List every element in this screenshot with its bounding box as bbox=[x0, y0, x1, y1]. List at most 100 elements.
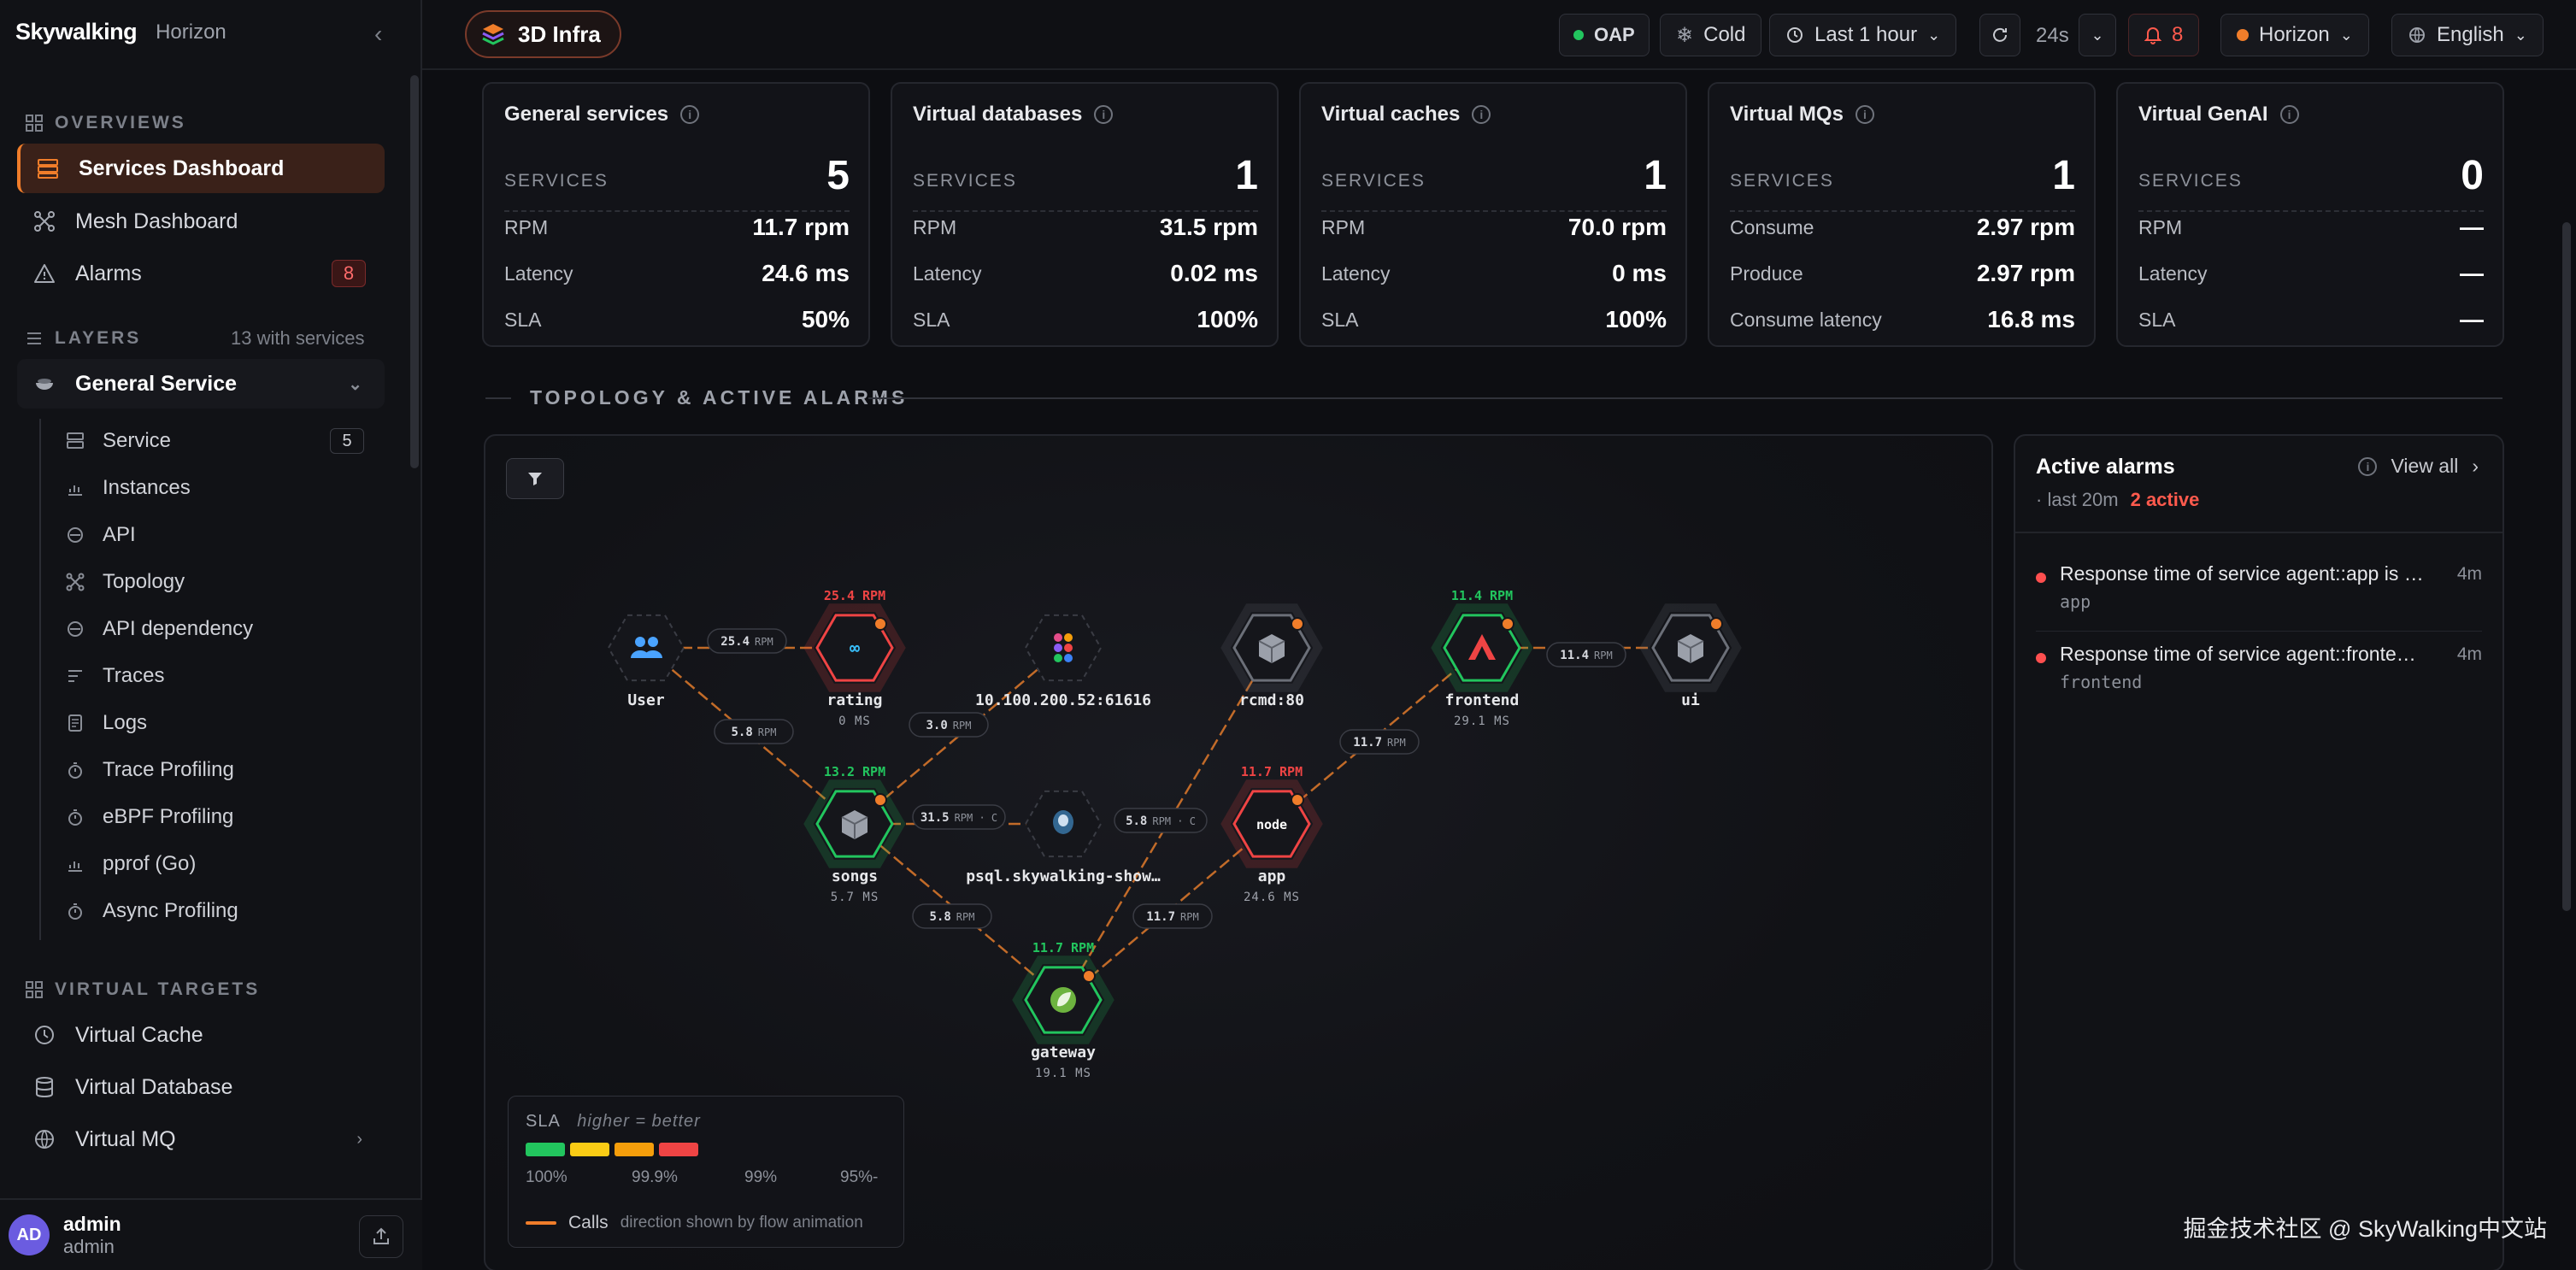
edge-label[interactable]: 11.7 RPM bbox=[1132, 903, 1213, 929]
call-edge[interactable] bbox=[854, 647, 1064, 825]
nav-virtual-database[interactable]: Virtual Database bbox=[17, 1062, 385, 1112]
logs-icon bbox=[65, 713, 85, 733]
node-rpm: 25.4 RPM bbox=[824, 588, 885, 603]
topology-node[interactable]: rcmd:80 bbox=[1220, 603, 1323, 709]
legend-title: SLA higher = better bbox=[526, 1112, 701, 1132]
node-name: songs bbox=[832, 867, 878, 885]
nav-label: Virtual Database bbox=[75, 1074, 233, 1099]
share-button[interactable] bbox=[359, 1215, 403, 1258]
subnav-traces[interactable]: Traces bbox=[39, 654, 378, 698]
edge-label[interactable]: 5.8 RPM bbox=[714, 719, 794, 744]
topology-node[interactable]: psql.skywalking-show… bbox=[966, 790, 1161, 885]
services-label: SERVICES bbox=[1321, 171, 1426, 191]
time-range-select[interactable]: Last 1 hour ⌄ bbox=[1769, 14, 1957, 56]
info-icon[interactable]: i bbox=[1094, 105, 1114, 124]
alarm-bell-button[interactable]: 8 bbox=[2128, 14, 2200, 56]
topology-node[interactable]: songs 5.7 MS 13.2 RPM bbox=[803, 764, 906, 904]
edge-label[interactable]: 5.8 RPM bbox=[912, 903, 992, 929]
subnav-async-profiling[interactable]: Async Profiling bbox=[39, 889, 378, 933]
subnav-service[interactable]: Service 5 bbox=[39, 419, 378, 463]
topology-node[interactable]: User bbox=[607, 614, 685, 709]
view-all-link[interactable]: i View all › bbox=[2358, 455, 2479, 478]
edge-pill bbox=[714, 719, 794, 744]
cube-icon bbox=[841, 810, 868, 839]
topology-panel[interactable]: User ∞ rating 0 MS 25.4 RPM 10.100.200.52:616… bbox=[484, 434, 1993, 1270]
summary-card[interactable]: Virtual databases i SERVICES 1 RPM 31.5 rp… bbox=[891, 82, 1279, 347]
edge-label[interactable]: 3.0 RPM bbox=[909, 712, 989, 738]
alarm-item[interactable]: Response time of service agent::app is …… bbox=[2036, 562, 2482, 631]
alarm-marker-icon bbox=[1082, 969, 1096, 983]
edge-label[interactable]: 11.4 RPM bbox=[1546, 642, 1626, 667]
node-latency: 29.1 MS bbox=[1454, 714, 1510, 728]
nav-general-service[interactable]: General Service ⌄ bbox=[17, 359, 385, 409]
subnav-trace-profiling[interactable]: Trace Profiling bbox=[39, 748, 378, 792]
alarm-item[interactable]: Response time of service agent::fronte… … bbox=[2036, 643, 2482, 711]
nav-virtual-cache[interactable]: Virtual Cache bbox=[17, 1010, 385, 1060]
dashboard-icon bbox=[36, 156, 60, 180]
info-icon[interactable]: i bbox=[2358, 456, 2378, 476]
cube-icon bbox=[1258, 634, 1285, 663]
topology-node[interactable]: frontend 29.1 MS 11.4 RPM bbox=[1431, 588, 1533, 728]
subnav-api[interactable]: API bbox=[39, 513, 378, 557]
topology-node[interactable]: gateway 19.1 MS 11.7 RPM bbox=[1012, 940, 1115, 1080]
metric-value: — bbox=[2460, 214, 2484, 240]
cold-toggle[interactable]: ❄ Cold bbox=[1660, 14, 1762, 56]
edge-label[interactable]: 5.8 RPM · C bbox=[1114, 808, 1208, 833]
call-edge[interactable] bbox=[1062, 823, 1273, 1001]
language-select[interactable]: English ⌄ bbox=[2391, 14, 2544, 56]
edge-label[interactable]: 11.7 RPM bbox=[1339, 729, 1420, 755]
nav-alarms[interactable]: Alarms 8 bbox=[17, 249, 385, 298]
avatar[interactable]: AD bbox=[9, 1214, 50, 1255]
subnav-logs[interactable]: Logs bbox=[39, 701, 378, 745]
topology-node[interactable]: node app 24.6 MS 11.7 RPM bbox=[1220, 764, 1323, 904]
topology-node[interactable]: ui bbox=[1639, 603, 1742, 709]
subnav-label: Traces bbox=[103, 664, 165, 687]
call-edge[interactable] bbox=[854, 823, 1064, 1001]
nav-virtual-mq[interactable]: Virtual MQ › bbox=[17, 1114, 385, 1164]
subnav-topology[interactable]: Topology bbox=[39, 560, 378, 604]
brand[interactable]: Skywalking Horizon bbox=[15, 19, 226, 45]
refresh-interval-dropdown[interactable]: ⌄ bbox=[2079, 14, 2116, 56]
subnav-api-dependency[interactable]: API dependency bbox=[39, 607, 378, 651]
info-icon[interactable]: i bbox=[1472, 105, 1491, 124]
theme-select[interactable]: Horizon ⌄ bbox=[2220, 14, 2369, 56]
subnav-instances[interactable]: Instances bbox=[39, 466, 378, 510]
metric-label: SLA bbox=[1321, 308, 1359, 331]
summary-card[interactable]: General services i SERVICES 5 RPM 11.7 rpm… bbox=[482, 82, 870, 347]
alarms-count-badge: 8 bbox=[332, 260, 366, 287]
filter-button[interactable] bbox=[506, 458, 564, 499]
summary-card[interactable]: Virtual MQs i SERVICES 1 Consume 2.97 rpm P… bbox=[1708, 82, 2096, 347]
subnav-ebpf-profiling[interactable]: eBPF Profiling bbox=[39, 795, 378, 839]
info-icon[interactable]: i bbox=[2279, 105, 2299, 124]
sidebar-scrollbar[interactable] bbox=[410, 75, 419, 468]
edge-label[interactable]: 31.5 RPM · C bbox=[912, 804, 1006, 830]
topology-node[interactable]: ∞ rating 0 MS 25.4 RPM bbox=[803, 588, 906, 728]
legend-tick: 100% bbox=[526, 1168, 568, 1186]
nav-label: Virtual Cache bbox=[75, 1022, 203, 1047]
metric-row: RPM 31.5 rpm bbox=[913, 214, 1258, 241]
metric-row: RPM — bbox=[2138, 214, 2484, 241]
summary-card[interactable]: Virtual GenAI i SERVICES 0 RPM — Latency — SL… bbox=[2116, 82, 2504, 347]
edge-label[interactable]: 25.4 RPM bbox=[707, 628, 787, 654]
info-icon[interactable]: i bbox=[680, 105, 700, 124]
chevron-down-icon: ⌄ bbox=[2339, 26, 2353, 44]
nav-label: Services Dashboard bbox=[79, 156, 285, 180]
node-name: rcmd:80 bbox=[1239, 691, 1304, 709]
subnav-pprof[interactable]: pprof (Go) bbox=[39, 842, 378, 886]
main-scrollbar[interactable] bbox=[2562, 222, 2571, 911]
3d-infra-button[interactable]: 3D Infra bbox=[465, 10, 621, 58]
calls-hint: direction shown by flow animation bbox=[620, 1214, 863, 1232]
section-layers: LAYERS 13 with services bbox=[26, 327, 365, 349]
topology-node[interactable]: 10.100.200.52:61616 bbox=[975, 614, 1151, 709]
nav-services-dashboard[interactable]: Services Dashboard bbox=[17, 144, 385, 193]
collapse-sidebar-icon[interactable]: ‹ bbox=[374, 21, 383, 47]
call-edge[interactable] bbox=[645, 647, 856, 825]
info-icon[interactable]: i bbox=[1855, 105, 1874, 124]
nav-mesh-dashboard[interactable]: Mesh Dashboard bbox=[17, 197, 385, 246]
edge-pill bbox=[912, 804, 1006, 830]
summary-card[interactable]: Virtual caches i SERVICES 1 RPM 70.0 rpm La… bbox=[1299, 82, 1687, 347]
oap-status-button[interactable]: OAP bbox=[1559, 14, 1650, 56]
services-count: 0 bbox=[2461, 153, 2484, 198]
refresh-button[interactable] bbox=[1979, 14, 2020, 56]
